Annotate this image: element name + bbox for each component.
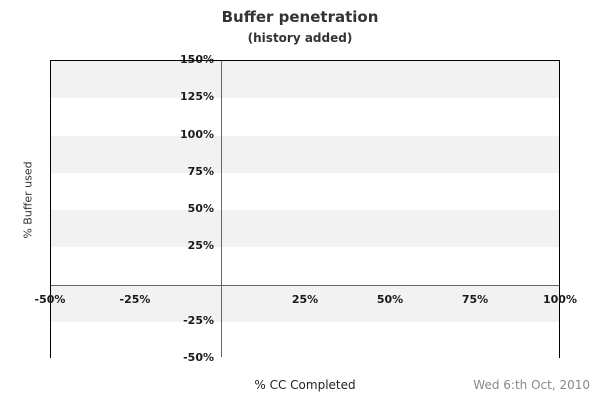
chart-title: Buffer penetration — [221, 8, 379, 26]
x-tick-label: -50% — [34, 293, 66, 306]
chart-subtitle: (history added) — [247, 31, 353, 45]
x-zero-axis-line — [51, 285, 559, 286]
x-tick-label: -25% — [119, 293, 151, 306]
y-tick-label: 150% — [180, 53, 214, 66]
x-tick-label: 50% — [376, 293, 404, 306]
y-zero-axis-line — [221, 61, 222, 357]
x-tick-label: 100% — [543, 293, 577, 306]
y-tick-label: 100% — [180, 127, 214, 141]
x-tick-label: 75% — [461, 293, 489, 306]
plot-area — [50, 60, 560, 359]
y-tick-label: -25% — [183, 313, 214, 327]
date-label: Wed 6:th Oct, 2010 — [473, 378, 590, 392]
plot-band — [51, 172, 559, 210]
y-tick-label: -50% — [183, 351, 214, 364]
y-tick-label: 25% — [187, 239, 214, 253]
plot-band — [51, 321, 559, 359]
x-axis-title: % CC Completed — [254, 378, 356, 392]
y-tick-label: 50% — [187, 202, 214, 215]
y-axis-title: % Buffer used — [21, 161, 35, 239]
y-tick-label: 75% — [187, 164, 214, 178]
plot-band — [51, 210, 559, 248]
plot-band — [51, 61, 559, 99]
plot-band — [51, 135, 559, 173]
y-tick-label: 125% — [180, 90, 214, 104]
plot-band — [51, 247, 559, 285]
plot-band — [51, 98, 559, 136]
plot-band — [51, 284, 559, 322]
x-tick-label: 25% — [291, 293, 319, 306]
